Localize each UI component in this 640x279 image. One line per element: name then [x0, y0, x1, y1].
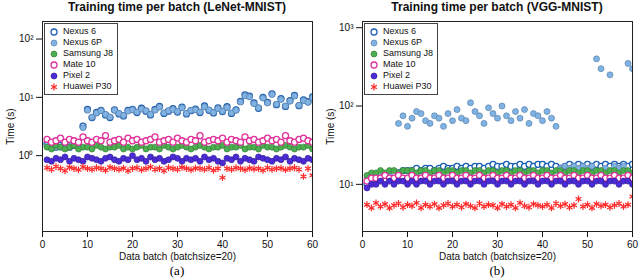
svg-text:30: 30	[492, 239, 504, 250]
svg-text:20: 20	[127, 239, 139, 250]
html-text:Nexus 6P: Nexus 6P	[383, 37, 422, 47]
html-text:Mate 10: Mate 10	[383, 59, 416, 69]
svg-text:10²: 10²	[19, 33, 34, 44]
svg-text:60: 60	[307, 239, 319, 250]
svg-text:10⁰: 10⁰	[18, 150, 33, 161]
svg-text:Data batch (batchsize=20): Data batch (batchsize=20)	[119, 251, 236, 262]
html-text:Nexus 6: Nexus 6	[383, 26, 416, 36]
svg-text:20: 20	[447, 239, 459, 250]
svg-text:50: 50	[262, 239, 274, 250]
html-text:Training time per batch (VGG-M: Training time per batch (VGG-MNIST)	[391, 0, 603, 14]
html-text:Mate 10: Mate 10	[63, 59, 96, 69]
svg-text:60: 60	[627, 239, 639, 250]
svg-text:10¹: 10¹	[19, 92, 34, 103]
html-text:Nexus 6: Nexus 6	[63, 26, 96, 36]
html-text:Pixel 2: Pixel 2	[383, 70, 410, 80]
svg-text:40: 40	[217, 239, 229, 250]
html-text:(b): (b)	[489, 263, 505, 278]
svg-text:40: 40	[537, 239, 549, 250]
html-text:Training time per batch (LeNet: Training time per batch (LeNet-MNIST)	[68, 0, 286, 14]
svg-text:30: 30	[172, 239, 184, 250]
html-text:Pixel 2: Pixel 2	[63, 70, 90, 80]
svg-text:10¹: 10¹	[339, 179, 354, 190]
svg-text:10: 10	[402, 239, 414, 250]
svg-text:10²: 10²	[339, 100, 354, 111]
html-text:Nexus 6P: Nexus 6P	[63, 37, 102, 47]
html-text:Samsung J8: Samsung J8	[63, 48, 113, 58]
svg-text:Time (s): Time (s)	[5, 108, 16, 144]
svg-text:Data batch (batchsize=20): Data batch (batchsize=20)	[439, 251, 556, 262]
html-text:Huawei P30: Huawei P30	[383, 81, 432, 91]
svg-text:0: 0	[40, 239, 46, 250]
svg-text:0: 0	[360, 239, 366, 250]
html-text:(a): (a)	[169, 263, 185, 278]
svg-text:10³: 10³	[339, 22, 354, 33]
svg-text:50: 50	[582, 239, 594, 250]
html-text:Samsung J8: Samsung J8	[383, 48, 433, 58]
svg-text:10: 10	[82, 239, 94, 250]
svg-text:Time (s): Time (s)	[325, 108, 336, 144]
html-text:Huawei P30: Huawei P30	[63, 81, 112, 91]
